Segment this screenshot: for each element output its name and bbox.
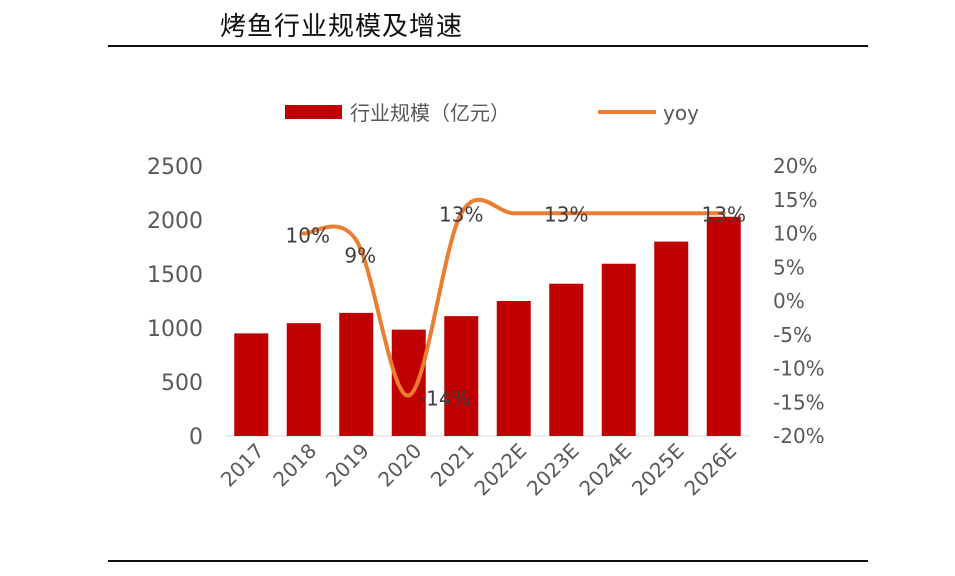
legend-bar-label: 行业规模（亿元）: [350, 101, 510, 125]
left-tick-label: 1000: [147, 317, 203, 342]
bar: [706, 216, 741, 436]
yoy-line: 10% 9% -14% 13% 13% 13%: [286, 197, 746, 411]
left-tick-label: 0: [189, 425, 203, 450]
right-tick-label: -5%: [773, 323, 812, 347]
yoy-data-label: 13%: [544, 202, 588, 226]
bar: [234, 333, 269, 436]
right-tick-label: 10%: [773, 222, 817, 246]
bar: [654, 241, 689, 436]
x-tick-label: 2020: [373, 439, 426, 492]
left-tick-label: 1500: [147, 263, 203, 288]
right-tick-label: -20%: [773, 424, 825, 448]
x-tick-label: 2017: [216, 439, 269, 492]
yoy-data-label: 9%: [344, 243, 376, 267]
right-tick-label: 5%: [773, 255, 805, 279]
legend-bar-swatch: [285, 105, 342, 119]
bar: [286, 323, 321, 436]
right-tick-label: 0%: [773, 289, 805, 313]
x-tick-label: 2025E: [627, 439, 689, 501]
bar: [496, 301, 531, 436]
right-tick-label: -15%: [773, 390, 825, 414]
right-tick-label: -10%: [773, 357, 825, 381]
yoy-line-path: [301, 197, 726, 398]
x-tick-label: 2019: [321, 439, 374, 492]
bottom-rule: [108, 560, 868, 562]
yoy-data-label: 13%: [439, 202, 483, 226]
bar: [339, 312, 374, 436]
legend: 行业规模（亿元） yoy: [285, 101, 699, 125]
bar: [601, 263, 636, 436]
x-tick-label: 2022E: [469, 439, 531, 501]
chart-title: 烤鱼行业规模及增速: [220, 12, 464, 42]
x-axis-labels: 2017 2018 2019 2020 20212022E2023E2024E2025E…: [216, 439, 741, 501]
right-tick-label: 20%: [773, 154, 817, 178]
right-axis: -20% -15% -10% -5% 0% 5% 10% 15% 20%: [773, 154, 825, 448]
left-tick-label: 500: [161, 371, 203, 396]
x-tick-label: 2023E: [522, 439, 584, 501]
bar: [444, 316, 479, 436]
x-tick-label: 2024E: [574, 439, 636, 501]
legend-line-label: yoy: [663, 101, 699, 125]
left-axis: 0 500 1000 1500 2000 2500: [147, 155, 203, 450]
bars: [234, 216, 741, 436]
left-tick-label: 2000: [147, 209, 203, 234]
x-tick-label: 2026E: [679, 439, 741, 501]
yoy-data-label: -14%: [419, 387, 471, 411]
bar: [549, 283, 584, 436]
yoy-data-label: 13%: [702, 202, 746, 226]
x-tick-label: 2018: [268, 439, 321, 492]
left-tick-label: 2500: [147, 155, 203, 180]
yoy-data-label: 10%: [286, 224, 330, 248]
right-tick-label: 15%: [773, 188, 817, 212]
title-rule: [108, 45, 868, 47]
